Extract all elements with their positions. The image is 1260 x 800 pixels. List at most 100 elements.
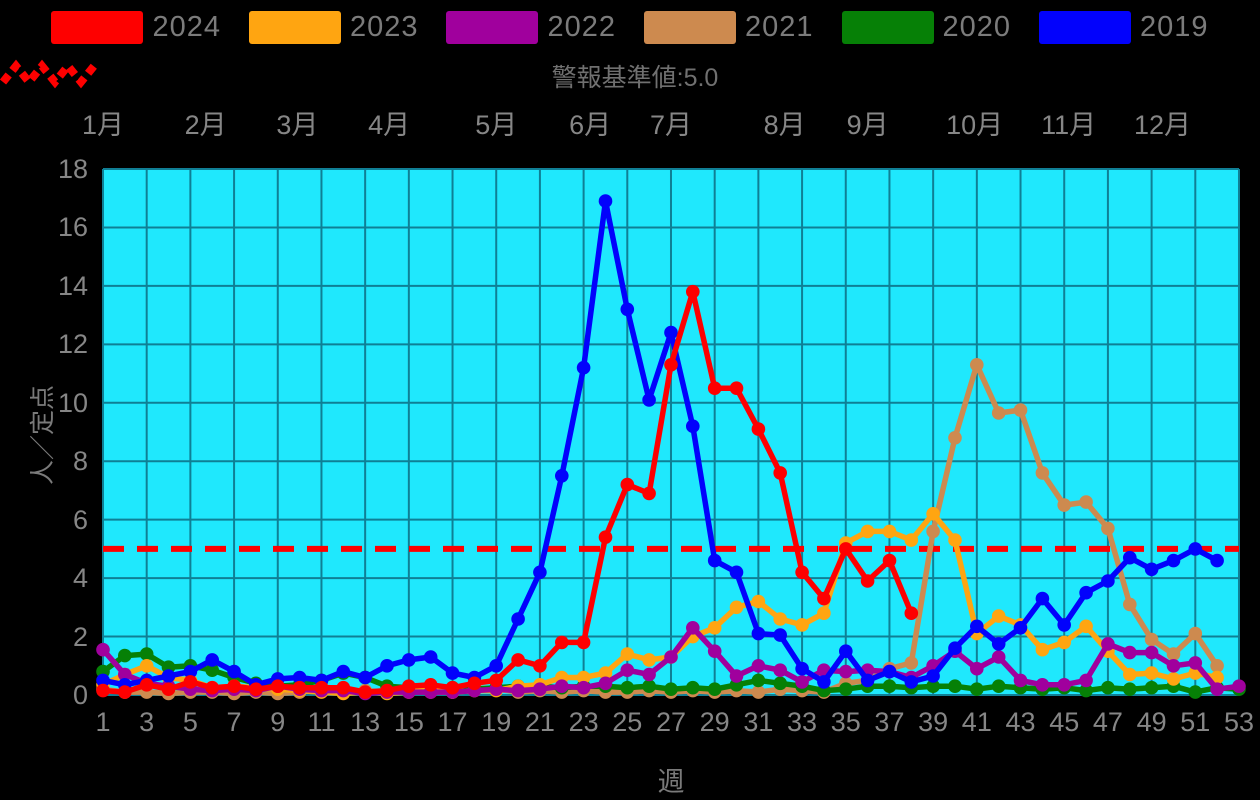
x-tick-label-15: 15 [393,707,424,737]
x-tick-label-25: 25 [612,707,643,737]
series-marker-2019 [664,325,678,340]
legend-label-2022: 2022 [547,11,616,43]
x-tick-label-49: 49 [1136,707,1167,737]
legend-item-2022: 2022 [446,11,616,44]
series-marker-2024 [205,680,219,695]
month-label-8月: 8月 [763,110,806,140]
legend-label-2021: 2021 [745,11,814,43]
series-marker-2023 [1166,672,1181,686]
series-marker-2024 [555,635,569,650]
series-marker-2020 [991,679,1006,693]
series-marker-2024 [380,683,394,698]
series-marker-2022 [1079,673,1093,688]
series-marker-2019 [161,669,176,683]
series-marker-2020 [1079,683,1093,698]
series-marker-2021 [1101,521,1115,536]
series-marker-2022 [1166,659,1181,673]
y-axis-title: 人／定点 [29,385,57,486]
series-marker-2023 [817,606,831,620]
series-marker-2024 [642,486,656,501]
series-marker-2019 [205,653,219,667]
threshold-legend-label: 警報基準値:5.0 [551,64,719,92]
legend-label-2024: 2024 [152,11,221,43]
series-marker-2022 [533,682,547,696]
series-marker-2019 [1035,591,1050,606]
series-marker-2021 [751,685,766,699]
series-marker-2019 [882,664,897,679]
x-tick-label-45: 45 [1049,707,1080,737]
series-marker-2022 [1232,679,1246,693]
threshold-legend: 警報基準値:5.0 [0,58,1260,94]
series-marker-2024 [139,678,154,692]
series-marker-2021 [1079,495,1093,509]
series-marker-2020 [882,679,897,693]
series-marker-2024 [183,675,198,689]
series-marker-2024 [860,574,875,588]
series-marker-2019 [773,628,787,642]
series-marker-2023 [948,533,962,547]
legend-label-2019: 2019 [1140,11,1209,43]
series-marker-2019 [948,641,962,655]
series-marker-2019 [795,661,809,676]
series-marker-2024 [445,680,460,695]
series-marker-2021 [948,431,962,445]
series-marker-2024 [161,682,176,696]
series-marker-2023 [620,647,635,661]
series-marker-2019 [511,612,525,626]
series-marker-2019 [533,565,547,580]
x-tick-label-7: 7 [226,707,242,737]
series-marker-2019 [686,419,700,434]
series-marker-2022 [511,683,525,698]
legend-swatch-2024 [51,11,144,44]
series-marker-2020 [686,680,700,695]
x-axis-title: 週 [657,767,685,797]
series-marker-2019 [336,664,351,679]
series-marker-2022 [773,663,787,677]
series-marker-2019 [445,666,460,680]
series-marker-2024 [533,659,547,673]
series-marker-2022 [1101,637,1115,651]
legend-swatch-2021 [644,11,736,44]
series-marker-2024 [314,680,329,695]
series-marker-2021 [1166,647,1181,661]
series-marker-2023 [642,653,656,667]
series-marker-2019 [970,619,984,634]
series-marker-2023 [576,670,591,685]
series-marker-2019 [817,675,831,689]
series-marker-2020 [118,648,132,663]
series-marker-2024 [336,680,351,695]
series-marker-2020 [773,676,787,691]
series-marker-2022 [620,663,635,677]
x-tick-label-27: 27 [655,707,686,737]
series-marker-2023 [1057,635,1071,650]
y-tick-label-10: 10 [57,387,88,418]
series-marker-2023 [773,612,787,626]
y-tick-label-6: 6 [72,504,88,535]
series-marker-2024 [358,685,373,699]
series-marker-2024 [598,530,613,544]
series-marker-2023 [882,524,897,539]
legend-item-2024: 2024 [51,11,221,44]
series-marker-2019 [904,675,919,689]
legend-swatch-2020 [841,11,934,44]
series-marker-2020 [1144,680,1159,695]
series-marker-2019 [1166,553,1181,568]
series-marker-2019 [860,673,875,688]
series-marker-2024 [882,553,897,568]
series-marker-2021 [1188,626,1203,641]
series-marker-2019 [423,650,438,664]
month-label-4月: 4月 [368,110,411,140]
series-marker-2024 [904,606,919,620]
y-tick-label-2: 2 [72,621,88,652]
series-marker-2019 [227,664,241,679]
series-marker-2019 [358,670,373,685]
series-marker-2019 [292,670,307,685]
series-marker-2022 [1144,645,1159,660]
series-marker-2019 [1101,574,1115,588]
month-label-3月: 3月 [276,110,319,140]
series-marker-2022 [555,679,569,693]
series-marker-2019 [620,302,635,317]
y-tick-label-12: 12 [57,329,88,360]
